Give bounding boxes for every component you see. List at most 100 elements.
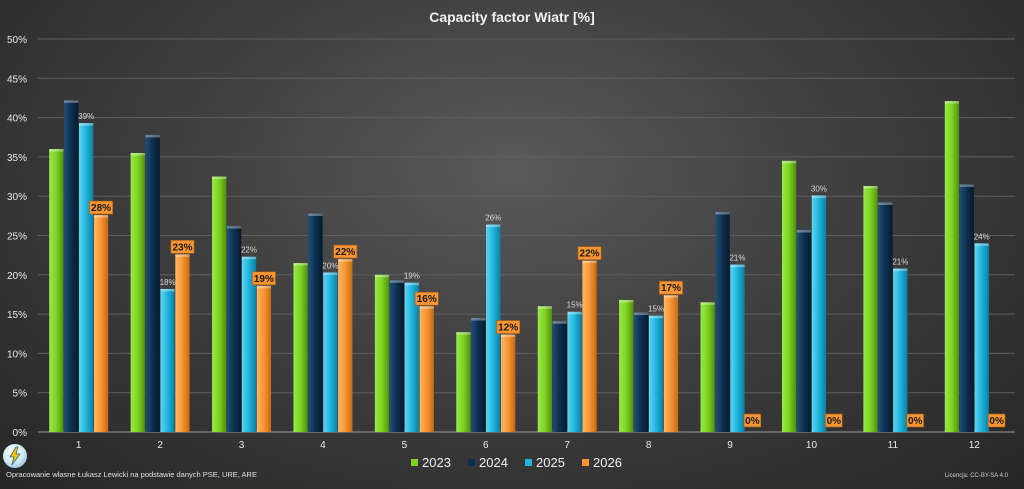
bar-2023-11 bbox=[863, 185, 878, 432]
data-label-2026: 17% bbox=[661, 283, 681, 294]
bar-top-highlight bbox=[878, 202, 893, 205]
bar-2026-4 bbox=[338, 259, 353, 432]
bar-2023-8 bbox=[619, 299, 634, 432]
bar-top-highlight bbox=[796, 229, 812, 233]
bar-top-highlight bbox=[293, 263, 308, 266]
bar-top-highlight bbox=[389, 280, 405, 283]
x-tick-label: 11 bbox=[888, 440, 899, 451]
bar-2025-11 bbox=[893, 268, 908, 432]
bar-2023-4 bbox=[293, 263, 308, 432]
data-label-2025: 15% bbox=[648, 305, 664, 314]
bar-top-highlight bbox=[49, 149, 64, 152]
y-tick-label: 35% bbox=[7, 153, 27, 164]
data-label-box bbox=[987, 413, 1006, 428]
bar-top-highlight bbox=[730, 264, 745, 268]
bar-top-highlight bbox=[79, 123, 94, 126]
bar-2025-5 bbox=[404, 282, 419, 432]
legend-label-2024: 2024 bbox=[479, 455, 508, 470]
bar-2025-3 bbox=[241, 256, 257, 432]
bar-top-highlight bbox=[226, 226, 242, 229]
bar-2025-1 bbox=[79, 123, 94, 433]
bar-2023-3 bbox=[212, 176, 227, 432]
y-tick-label: 15% bbox=[7, 310, 27, 321]
data-label-2025: 30% bbox=[811, 184, 827, 193]
bar-top-highlight bbox=[663, 295, 679, 298]
bar-top-highlight bbox=[456, 332, 471, 335]
y-tick-label: 50% bbox=[7, 35, 27, 46]
x-tick-label: 3 bbox=[239, 440, 245, 451]
y-tick-label: 45% bbox=[7, 74, 27, 85]
bar-top-highlight bbox=[634, 312, 649, 316]
bar-2024-5 bbox=[389, 280, 405, 432]
lightning-logo-icon bbox=[3, 444, 27, 468]
bar-2023-7 bbox=[537, 306, 553, 432]
legend-swatch-2024 bbox=[468, 459, 475, 466]
bar-top-highlight bbox=[582, 260, 597, 264]
data-label-2026: 22% bbox=[580, 249, 600, 260]
data-label-2025: 19% bbox=[404, 272, 420, 281]
data-label-2026: 0% bbox=[827, 416, 842, 427]
data-label-box bbox=[89, 200, 113, 215]
bar-2024-11 bbox=[878, 202, 893, 432]
bar-top-highlight bbox=[486, 224, 501, 227]
bar-2025-9 bbox=[730, 264, 745, 432]
bar-2025-4 bbox=[323, 272, 338, 432]
bar-top-highlight bbox=[863, 185, 878, 189]
bar-top-highlight bbox=[648, 315, 664, 319]
bar-top-highlight bbox=[145, 134, 160, 138]
data-label-2026: 0% bbox=[745, 416, 760, 427]
bar-top-highlight bbox=[944, 101, 960, 104]
bar-top-highlight bbox=[715, 211, 730, 215]
bar-top-highlight bbox=[323, 272, 338, 275]
data-label-box bbox=[251, 271, 276, 286]
bar-2024-8 bbox=[634, 312, 649, 432]
bar-top-highlight bbox=[256, 285, 272, 289]
license-note: Licencja: CC-BY-SA 4.0 bbox=[944, 473, 1008, 479]
data-label-box bbox=[496, 320, 521, 334]
data-label-2026: 23% bbox=[172, 242, 192, 253]
bar-2023-9 bbox=[700, 302, 715, 432]
y-tick-label: 25% bbox=[7, 232, 27, 243]
bar-2024-10 bbox=[796, 229, 812, 432]
data-label-box bbox=[577, 246, 602, 260]
y-tick-label: 10% bbox=[7, 349, 27, 360]
bar-2025-12 bbox=[974, 243, 989, 432]
x-tick-label: 7 bbox=[564, 440, 570, 451]
bar-top-highlight bbox=[811, 195, 827, 198]
x-tick-label: 8 bbox=[646, 440, 652, 451]
y-tick-label: 5% bbox=[13, 389, 28, 400]
x-tick-label: 9 bbox=[727, 440, 733, 451]
bar-2025-10 bbox=[811, 195, 827, 432]
y-tick-label: 0% bbox=[13, 428, 28, 439]
bar-top-highlight bbox=[619, 299, 634, 303]
data-label-box bbox=[743, 413, 762, 428]
bar-top-highlight bbox=[374, 274, 390, 278]
bar-top-highlight bbox=[567, 311, 582, 315]
bar-2025-7 bbox=[567, 311, 582, 432]
x-tick-label: 1 bbox=[76, 440, 82, 451]
data-label-2025: 26% bbox=[485, 213, 501, 222]
data-label-2026: 12% bbox=[498, 323, 518, 334]
legend-label-2025: 2025 bbox=[536, 455, 565, 470]
bar-2023-1 bbox=[49, 149, 64, 433]
bar-2026-3 bbox=[256, 285, 272, 432]
bar-top-highlight bbox=[338, 259, 353, 262]
bar-2023-2 bbox=[130, 152, 145, 432]
bar-top-highlight bbox=[64, 100, 79, 103]
bar-top-highlight bbox=[419, 306, 434, 309]
bar-2024-2 bbox=[145, 134, 160, 432]
bar-2026-7 bbox=[582, 260, 597, 432]
chart-title: Capacity factor Wiatr [%] bbox=[429, 9, 595, 25]
x-tick-label: 4 bbox=[320, 440, 326, 451]
bar-top-highlight bbox=[959, 184, 974, 187]
bar-top-highlight bbox=[308, 213, 323, 216]
bar-top-highlight bbox=[500, 334, 516, 338]
bar-top-highlight bbox=[471, 318, 486, 321]
bar-2023-12 bbox=[944, 101, 960, 433]
data-label-2025: 20% bbox=[322, 261, 338, 270]
bar-2024-7 bbox=[552, 321, 567, 432]
bar-top-highlight bbox=[212, 176, 227, 180]
data-label-2026: 28% bbox=[91, 203, 111, 214]
data-label-2025: 15% bbox=[567, 301, 583, 310]
